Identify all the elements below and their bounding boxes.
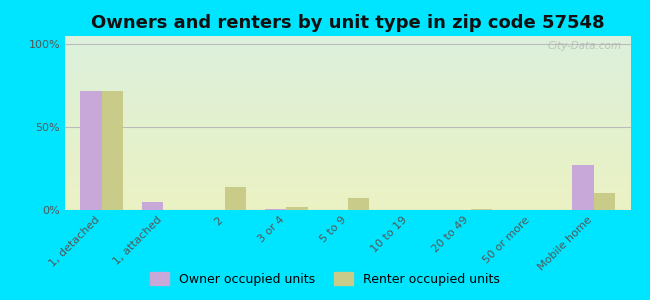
Text: City-Data.com: City-Data.com <box>548 41 622 51</box>
Bar <box>572 165 593 210</box>
Bar <box>348 198 369 210</box>
Bar <box>225 187 246 210</box>
Bar <box>593 194 615 210</box>
Bar <box>471 209 492 210</box>
Legend: Owner occupied units, Renter occupied units: Owner occupied units, Renter occupied un… <box>146 267 504 291</box>
Bar <box>265 209 286 210</box>
Bar <box>142 202 163 210</box>
Bar <box>286 207 308 210</box>
Bar <box>102 91 124 210</box>
Bar <box>81 91 102 210</box>
Title: Owners and renters by unit type in zip code 57548: Owners and renters by unit type in zip c… <box>91 14 604 32</box>
